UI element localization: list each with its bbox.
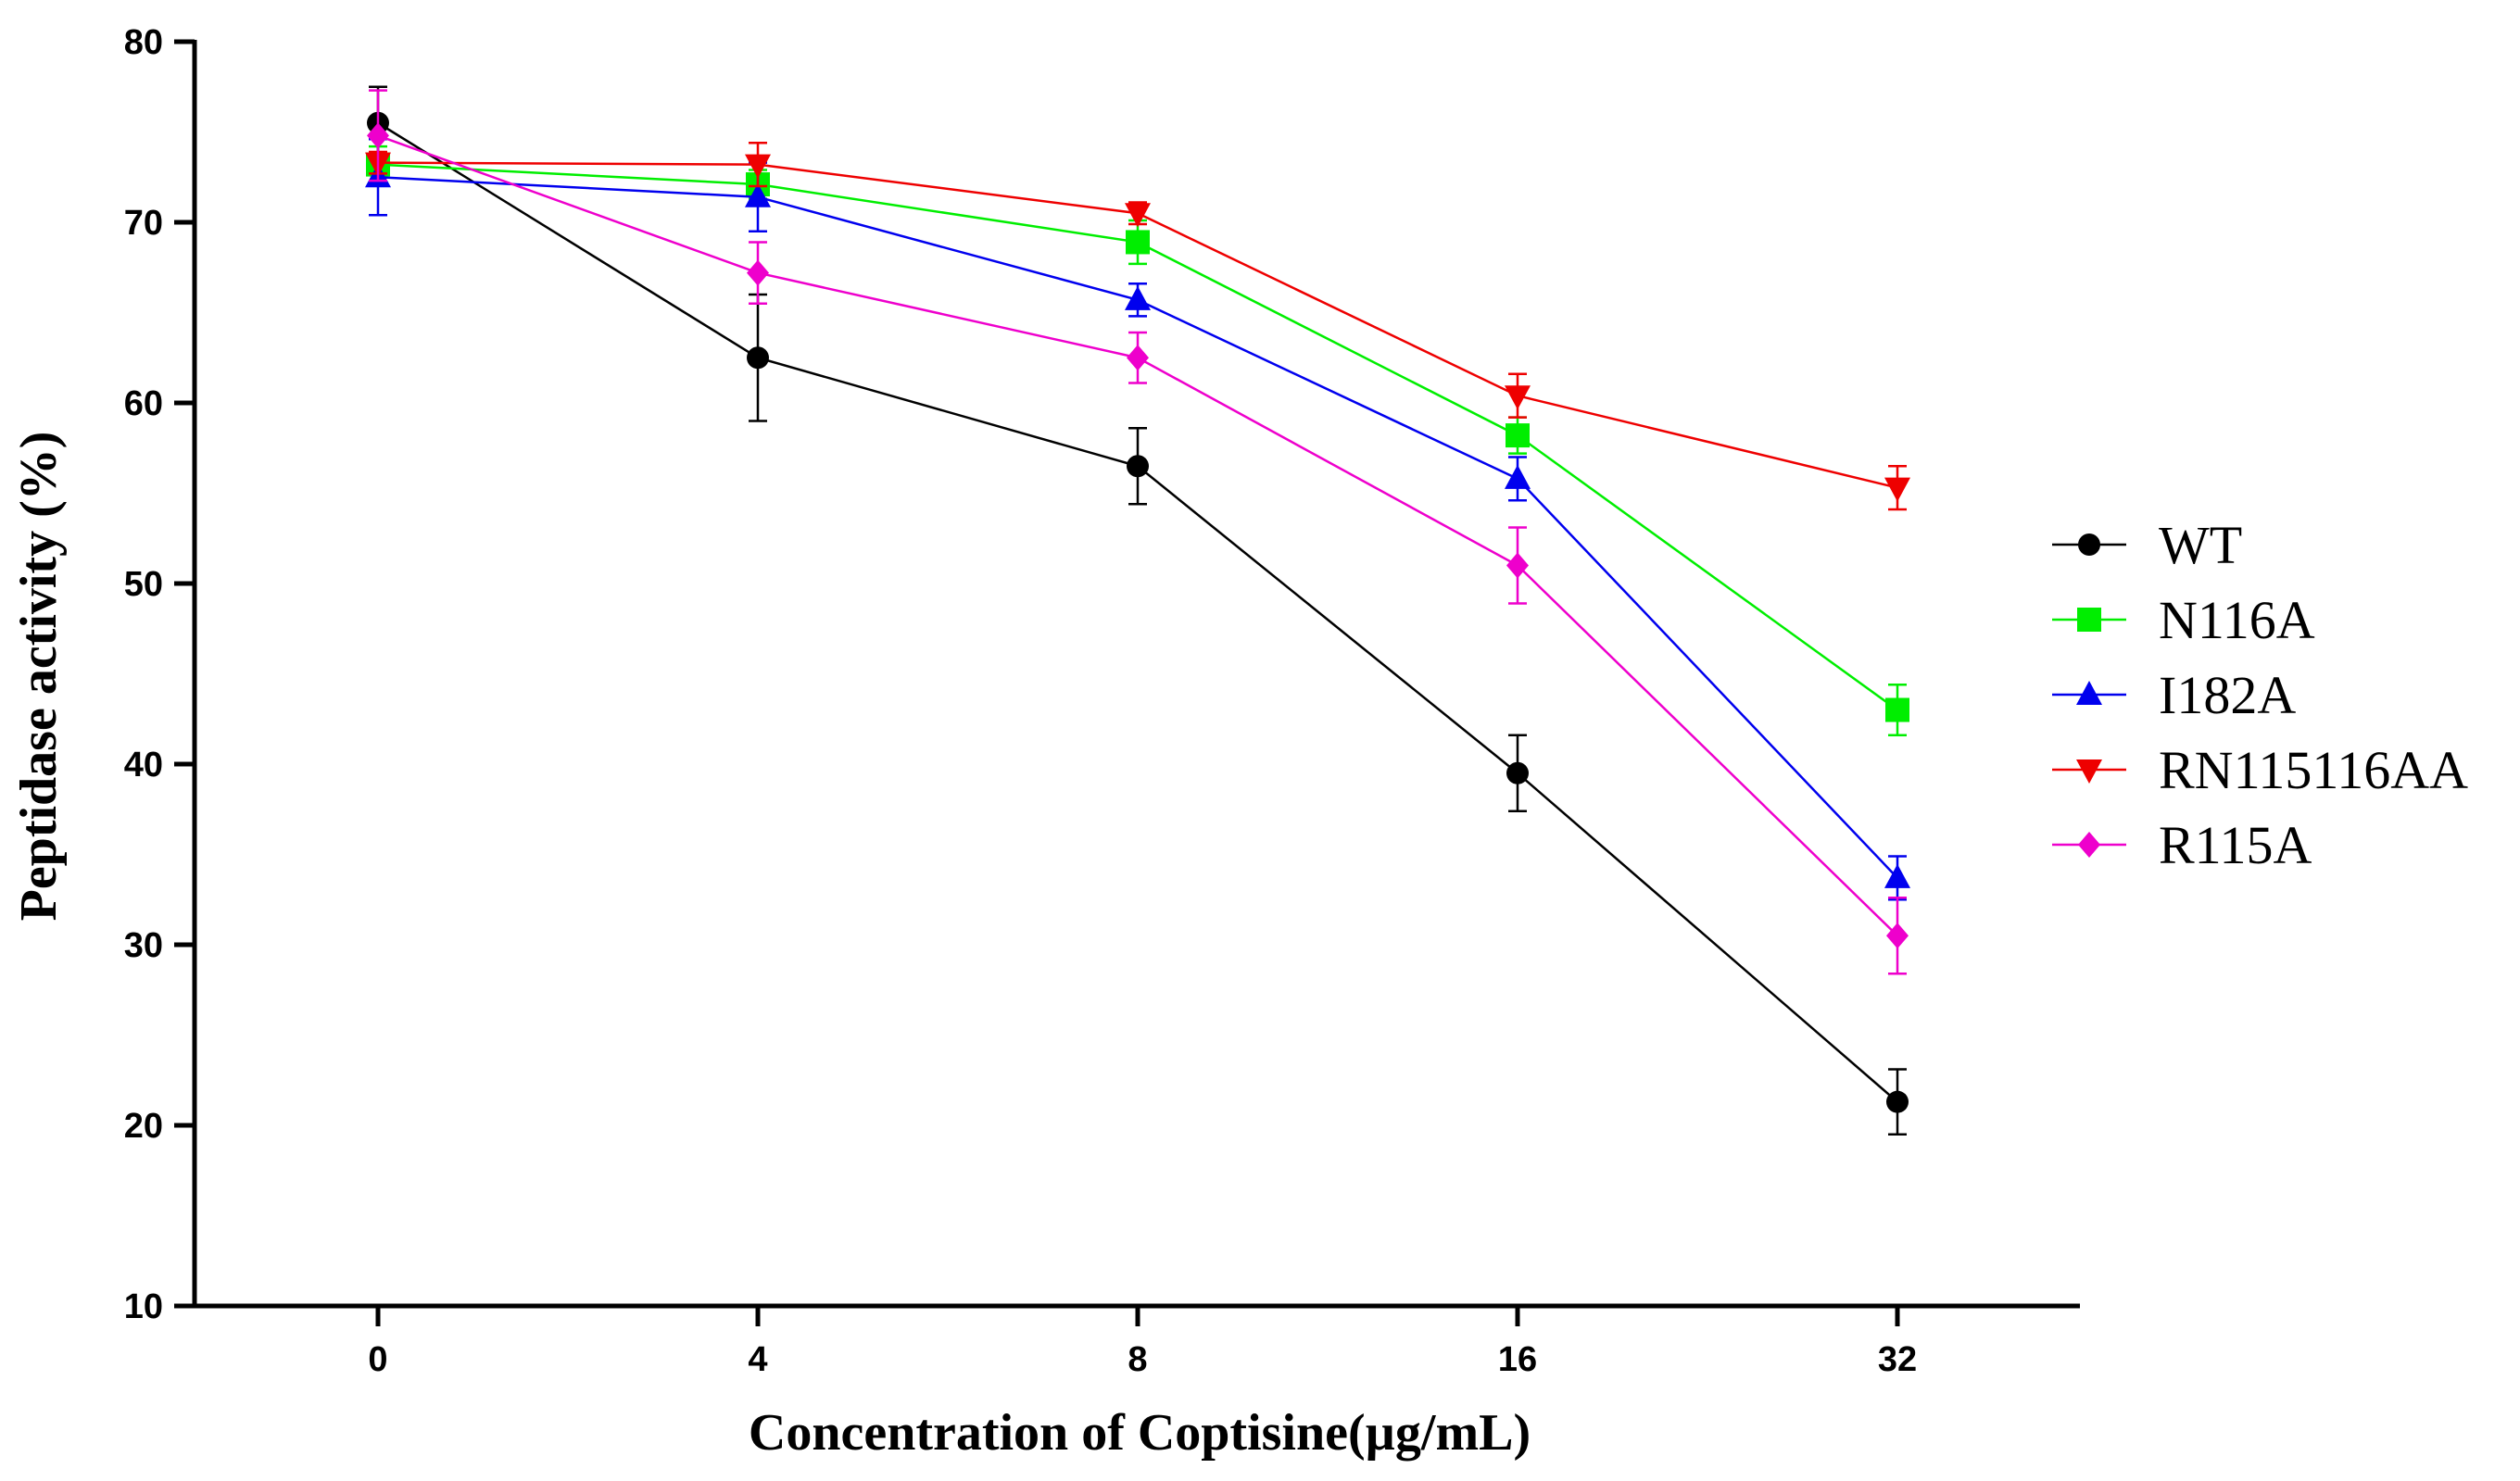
legend-item-i182a: I182A [2052,665,2296,725]
y-axis-title: Peptidase activity (%) [10,432,68,922]
series-rn115116aa [365,141,1910,511]
data-point [1884,477,1910,502]
data-point [367,122,389,149]
data-point [1126,230,1150,255]
legend-item-rn115116aa: RN115116AA [2052,740,2468,800]
series-wt [367,85,1909,1136]
legend: WT N116A I182A RN115116AA R115A [2052,515,2468,875]
data-point [745,182,771,207]
data-point [1505,385,1531,410]
y-tick-label: 80 [124,23,163,62]
data-point [747,259,769,286]
x-tick-label: 16 [1498,1340,1537,1379]
series-line [377,121,1898,1103]
plot-area [365,85,1910,1136]
y-tick-label: 70 [124,204,163,243]
data-point [1886,1090,1909,1113]
data-point [1127,345,1149,371]
legend-item-n116a: N116A [2052,590,2315,650]
y-tick-label: 30 [124,926,163,965]
legend-label: R115A [2159,815,2312,875]
y-tick-label: 40 [124,746,163,784]
legend-label: RN115116AA [2159,740,2468,800]
x-tick-label: 4 [748,1340,767,1379]
y-tick-label: 60 [124,384,163,423]
series-line [377,176,1898,879]
legend-label: N116A [2159,590,2315,650]
data-point [1506,552,1529,579]
data-point [745,154,771,179]
data-point [1885,697,1909,722]
legend-item-wt: WT [2052,515,2242,575]
series-r115a [367,89,1909,975]
y-tick-label: 10 [124,1287,163,1326]
legend-marker [2077,608,2101,632]
data-point [1127,455,1149,478]
legend-marker [2078,533,2100,556]
data-point [1505,464,1531,489]
x-tick-label: 0 [368,1340,387,1379]
legend-label: WT [2159,515,2242,575]
data-point [1125,203,1151,228]
data-point [747,346,769,370]
axes: 10 20 30 40 50 60 70 80 0 4 8 16 32 [124,23,2080,1379]
y-tick-label: 50 [124,565,163,604]
legend-marker [2076,681,2102,705]
x-axis-title: Concentration of Coptisine(µg/mL) [749,1404,1531,1462]
data-point [1125,285,1151,310]
legend-label: I182A [2159,665,2296,725]
data-point [1886,922,1909,949]
legend-marker [2076,759,2102,784]
x-tick-label: 8 [1128,1340,1147,1379]
data-point [1884,863,1910,888]
legend-marker [2078,832,2100,858]
data-point [1506,761,1529,784]
legend-item-r115a: R115A [2052,815,2312,875]
y-tick-label: 20 [124,1107,163,1146]
data-point [1506,423,1530,448]
x-tick-label: 32 [1878,1340,1917,1379]
